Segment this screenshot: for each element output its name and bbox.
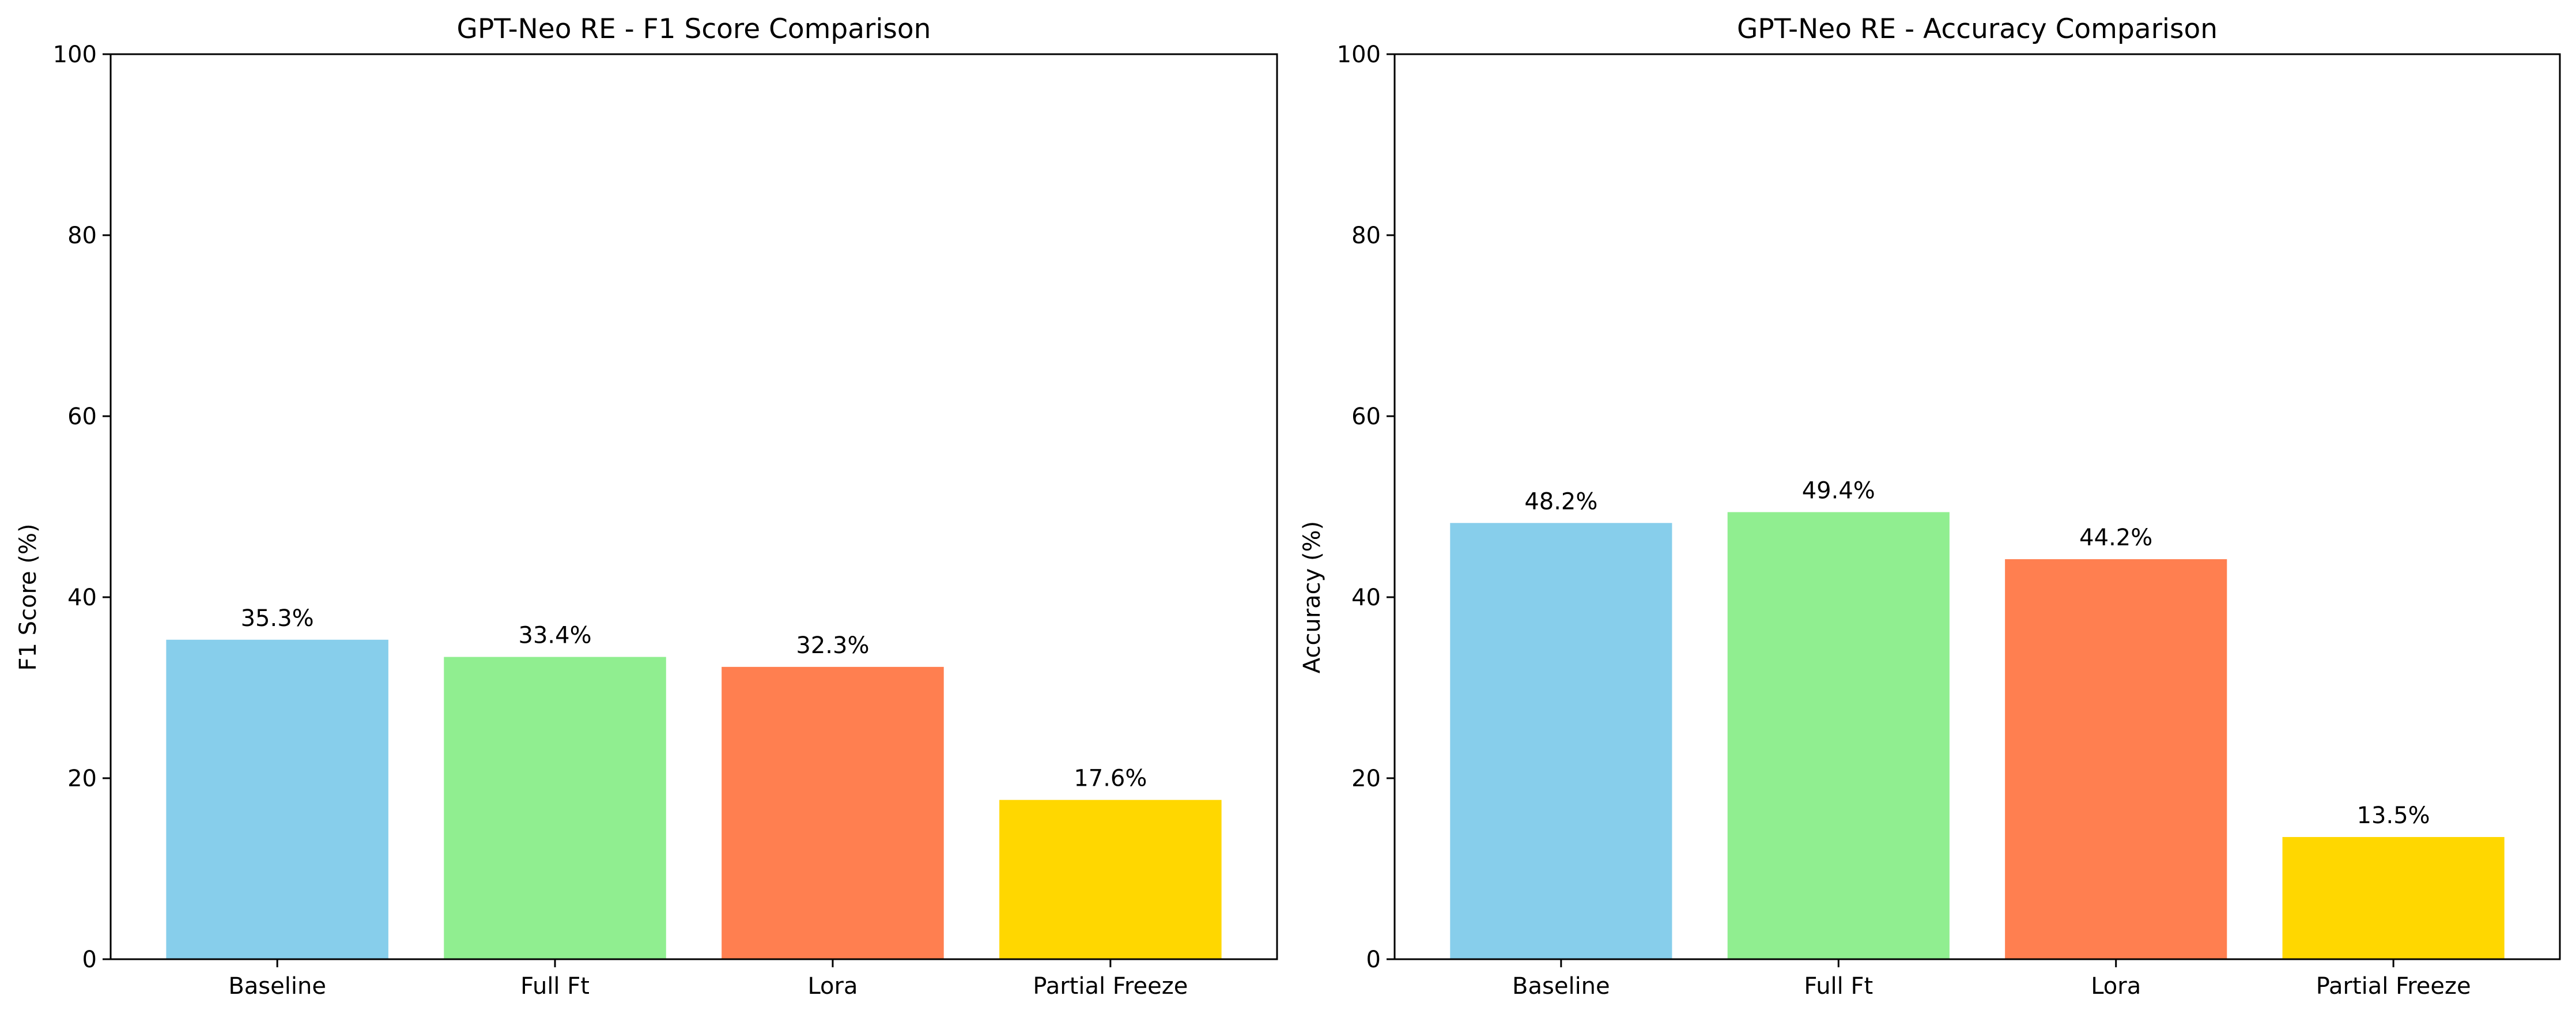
x-tick-label: Lora [807, 973, 858, 1000]
y-tick-label: 40 [1351, 585, 1381, 611]
x-tick-label: Partial Freeze [2316, 973, 2471, 1000]
bar-baseline [166, 639, 388, 959]
bar-partial-freeze [999, 800, 1222, 959]
bars [166, 639, 1222, 959]
accuracy-chart: GPT-Neo RE - Accuracy Comparison Accurac… [1299, 13, 2561, 1000]
y-tick-label: 80 [1351, 223, 1381, 249]
y-tick-label: 0 [82, 947, 97, 973]
bars [1450, 512, 2505, 959]
data-label: 48.2% [1524, 488, 1597, 515]
data-label: 44.2% [2079, 525, 2152, 551]
y-tick-label: 60 [1351, 404, 1381, 430]
y-axis-label: Accuracy (%) [1299, 521, 1325, 674]
bar-full-ft [444, 657, 666, 959]
x-tick-label: Full Ft [1804, 973, 1873, 1000]
data-labels: 35.3% 33.4% 32.3% 17.6% [241, 605, 1147, 792]
x-tick-label: Full Ft [520, 973, 590, 1000]
x-tick-label: Lora [2091, 973, 2141, 1000]
data-labels: 48.2% 49.4% 44.2% 13.5% [1524, 477, 2430, 829]
x-tick-label: Baseline [228, 973, 326, 1000]
bar-lora [2005, 559, 2227, 959]
data-label: 32.3% [796, 632, 869, 659]
bar-full-ft [1727, 512, 1950, 959]
x-tick-label: Partial Freeze [1033, 973, 1188, 1000]
x-ticks: Baseline Full Ft Lora Partial Freeze [1512, 959, 2471, 1000]
y-tick-label: 60 [67, 404, 97, 430]
y-axis-label: F1 Score (%) [15, 523, 41, 670]
y-ticks: 0 20 40 60 80 100 [1337, 42, 1395, 973]
y-tick-label: 20 [67, 766, 97, 792]
y-ticks: 0 20 40 60 80 100 [53, 42, 111, 973]
f1-score-chart: GPT-Neo RE - F1 Score Comparison F1 Scor… [15, 13, 1278, 1000]
y-tick-label: 0 [1366, 947, 1381, 973]
plot-frame [1393, 53, 2561, 960]
bar-lora [722, 666, 944, 959]
data-label: 49.4% [1802, 477, 1875, 504]
data-label: 33.4% [519, 623, 592, 649]
y-tick-label: 100 [53, 42, 97, 68]
x-ticks: Baseline Full Ft Lora Partial Freeze [228, 959, 1188, 1000]
y-tick-label: 40 [67, 585, 97, 611]
data-label: 35.3% [241, 605, 314, 632]
bar-baseline [1450, 523, 1672, 959]
y-tick-label: 20 [1351, 766, 1381, 792]
data-label: 13.5% [2357, 802, 2430, 829]
bar-partial-freeze [2282, 837, 2505, 959]
chart-title: GPT-Neo RE - Accuracy Comparison [1737, 13, 2218, 45]
y-tick-label: 80 [67, 223, 97, 249]
plot-frame [109, 53, 1278, 960]
x-tick-label: Baseline [1512, 973, 1610, 1000]
chart-title: GPT-Neo RE - F1 Score Comparison [457, 13, 931, 45]
y-tick-label: 100 [1337, 42, 1381, 68]
data-label: 17.6% [1074, 766, 1147, 792]
